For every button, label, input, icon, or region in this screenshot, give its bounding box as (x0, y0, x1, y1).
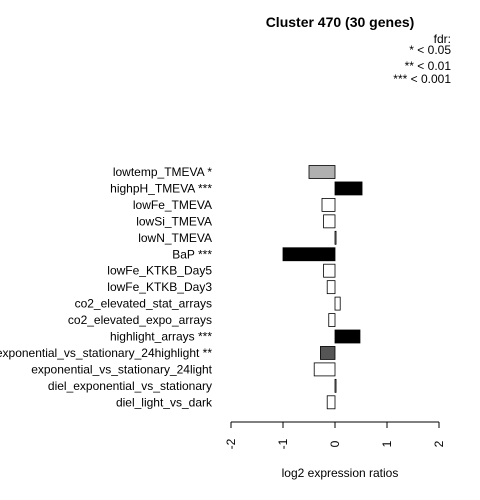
bar (313, 362, 336, 377)
category-label: highlight_arrays *** (110, 330, 212, 344)
legend: fdr: * < 0.05 ** < 0.01 *** < 0.001 (393, 32, 451, 86)
category-label: exponential_vs_stationary_24light (31, 362, 212, 376)
category-label: lowFe_KTKB_Day3 (107, 280, 212, 294)
legend-entry: *** < 0.001 (393, 72, 451, 86)
x-tick-label: -1 (276, 438, 290, 449)
bar (334, 296, 341, 311)
bar (321, 197, 336, 212)
bar (282, 247, 336, 262)
legend-title: fdr: (434, 32, 451, 46)
bar (326, 280, 336, 295)
category-label: lowFe_KTKB_Day5 (107, 264, 212, 278)
category-label: co2_elevated_stat_arrays (75, 297, 212, 311)
category-label: BaP *** (172, 247, 212, 261)
category-label: lowSi_TMEVA (136, 214, 212, 228)
bar (334, 230, 337, 245)
bar (323, 263, 336, 278)
bar (323, 214, 336, 229)
x-axis-label: log2 expression ratios (282, 466, 399, 480)
category-label: lowtemp_TMEVA * (113, 165, 212, 179)
category-label: diel_exponential_vs_stationary (48, 379, 212, 393)
bar (320, 346, 336, 360)
bar (308, 165, 336, 179)
legend-entry: ** < 0.01 (405, 59, 452, 73)
bar (334, 329, 361, 344)
bar (334, 181, 363, 196)
bar (326, 395, 336, 410)
x-tick-label: -2 (224, 438, 238, 449)
category-label: diel_light_vs_dark (116, 395, 213, 409)
legend-entry: * < 0.05 (409, 43, 451, 57)
x-tick-label: 2 (432, 440, 446, 447)
x-tick-label: 0 (328, 440, 342, 447)
x-tick-label: 1 (380, 440, 394, 447)
bar (328, 313, 336, 327)
bar (334, 378, 337, 393)
category-label: lowN_TMEVA (138, 231, 212, 245)
category-label: co2_elevated_expo_arrays (68, 313, 212, 327)
category-labels: lowtemp_TMEVA * highpH_TMEVA *** lowFe_TME… (0, 165, 213, 409)
category-label: lowFe_TMEVA (133, 198, 212, 212)
bars (282, 165, 363, 410)
chart-title: Cluster 470 (30 genes) (266, 14, 415, 30)
category-label: exponential_vs_stationary_24highlight ** (0, 346, 212, 360)
category-label: highpH_TMEVA *** (110, 181, 212, 195)
x-axis: -2 -1 0 1 2 (224, 421, 446, 449)
